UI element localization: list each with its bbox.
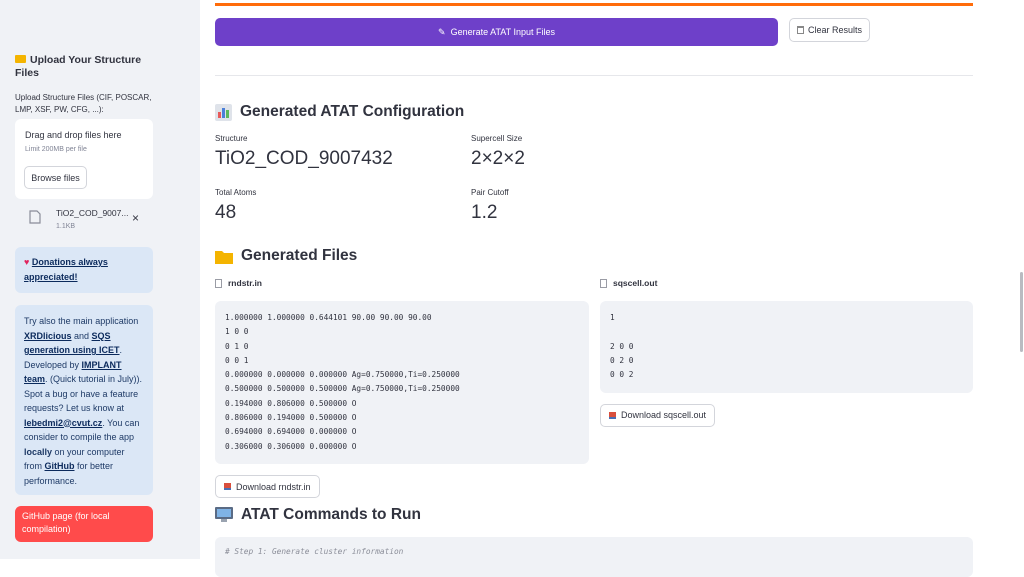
browse-button[interactable]: Browse files bbox=[24, 166, 87, 189]
download-text: Download rndstr.in bbox=[236, 481, 311, 492]
code-line: 0 0 1 bbox=[225, 355, 249, 365]
metric-label: Structure bbox=[215, 134, 248, 143]
info-box: Try also the main application XRDlicious… bbox=[15, 305, 153, 495]
progress-bar bbox=[215, 3, 973, 6]
file-name: rndstr.in bbox=[228, 278, 263, 288]
info-bold: locally bbox=[24, 446, 53, 457]
download-button[interactable]: Download rndstr.in bbox=[215, 475, 320, 498]
info-text: for better performance. bbox=[24, 461, 114, 486]
file-name: sqscell.out bbox=[613, 278, 658, 288]
sidebar: Upload Your Structure Files Upload Struc… bbox=[0, 0, 200, 559]
info-text: and bbox=[71, 330, 92, 341]
generate-button[interactable]: ✎ Generate ATAT Input Files bbox=[215, 18, 778, 46]
info-link[interactable]: GitHub bbox=[44, 461, 75, 471]
file-icon bbox=[29, 210, 41, 224]
code-line: 0.194000 0.806000 0.500000 O bbox=[225, 398, 357, 408]
download-icon bbox=[224, 483, 231, 490]
file-icon bbox=[600, 278, 607, 288]
clear-button[interactable]: Clear Results bbox=[789, 18, 870, 42]
metric-label: Supercell Size bbox=[471, 134, 523, 143]
divider bbox=[215, 75, 973, 76]
commands-heading: ATAT Commands to Run bbox=[215, 506, 421, 524]
download-text: Download sqscell.out bbox=[621, 410, 707, 420]
code-line: 1 bbox=[610, 313, 615, 322]
clear-button-text: Clear Results bbox=[807, 25, 863, 35]
info-link[interactable]: lebedmi2@cvut.cz bbox=[24, 417, 103, 428]
code-line: 1.000000 1.000000 0.644101 90.00 90.00 9… bbox=[225, 313, 432, 322]
scrollbar bbox=[1020, 272, 1023, 352]
code-line: 0.694000 0.694000 0.000000 O bbox=[225, 427, 357, 437]
download-button[interactable]: Download sqscell.out bbox=[600, 403, 716, 427]
info-text: on your computer from bbox=[24, 446, 125, 472]
dropzone[interactable]: Drag and drop files here Limit 200MB per… bbox=[15, 119, 153, 199]
info-link[interactable]: SQS generation using ICET bbox=[24, 330, 120, 356]
upload-heading: Upload Your Structure Files bbox=[15, 54, 165, 80]
code-line: 0.500000 0.500000 0.500000 Ag=0.750000,T… bbox=[225, 384, 460, 394]
donation-link[interactable]: Donations always appreciated! bbox=[24, 257, 108, 282]
upload-heading-text: Upload Your Structure Files bbox=[15, 54, 142, 79]
metric-label: Total Atoms bbox=[215, 188, 257, 197]
github-button[interactable]: GitHub page (for local compilation) bbox=[15, 506, 153, 542]
metric-label: Pair Cutoff bbox=[471, 188, 509, 197]
file-size: 1.1KB bbox=[56, 223, 76, 230]
info-text: . You can consider to compile the app bbox=[24, 417, 140, 443]
file-label: sqscell.out bbox=[600, 278, 657, 288]
code-line: 0 2 0 bbox=[610, 355, 634, 365]
metric-value: 48 bbox=[215, 202, 237, 223]
file-icon bbox=[215, 278, 222, 288]
code-line: 0 0 2 bbox=[610, 370, 634, 380]
remove-file[interactable]: × bbox=[132, 211, 140, 225]
metric-value: TiO2_COD_9007432 bbox=[215, 148, 393, 169]
config-heading-text: Generated ATAT Configuration bbox=[240, 103, 465, 120]
upload-label: Upload Structure Files (CIF, POSCAR, LMP… bbox=[15, 93, 152, 114]
info-link[interactable]: IMPLANT team bbox=[24, 359, 122, 385]
metric-value: 2×2×2 bbox=[471, 148, 525, 169]
generate-button-text: Generate ATAT Input Files bbox=[450, 27, 555, 37]
code-line: 2 0 0 bbox=[610, 341, 634, 351]
file-label: rndstr.in bbox=[215, 278, 262, 288]
info-text: Try also the main application bbox=[24, 316, 139, 326]
file-name: TiO2_COD_9007... bbox=[56, 208, 129, 218]
metric-value: 1.2 bbox=[471, 202, 498, 223]
code-line: 0.000000 0.000000 0.000000 Ag=0.750000,T… bbox=[225, 370, 460, 380]
files-heading: Generated Files bbox=[215, 247, 357, 265]
code-line: 0.306000 0.306000 0.000000 O bbox=[225, 441, 357, 451]
info-text: . Developed by bbox=[24, 345, 123, 370]
monitor-icon bbox=[215, 507, 233, 522]
folder-icon bbox=[215, 250, 233, 264]
commands-heading-text: ATAT Commands to Run bbox=[241, 506, 421, 523]
info-link[interactable]: XRDlicious bbox=[24, 330, 72, 341]
code-line: 1 0 0 bbox=[225, 327, 249, 337]
commands-code: # Step 1: Generate cluster information bbox=[215, 537, 973, 577]
dropzone-title: Drag and drop files here bbox=[25, 130, 122, 140]
files-heading-text: Generated Files bbox=[241, 247, 358, 264]
command-line: # Step 1: Generate cluster information bbox=[225, 547, 404, 556]
code-line: 0 1 0 bbox=[225, 341, 249, 351]
config-heading: Generated ATAT Configuration bbox=[215, 103, 464, 121]
donation-box: ♥ Donations always appreciated! bbox=[15, 247, 153, 293]
chart-icon bbox=[215, 103, 232, 121]
dropzone-limit: Limit 200MB per file bbox=[25, 146, 87, 153]
info-text: . (Quick tutorial in July)). Spot a bug … bbox=[24, 374, 143, 413]
code-line: 0.806000 0.194000 0.500000 O bbox=[225, 413, 357, 423]
code-block: 1.000000 1.000000 0.644101 90.00 90.00 9… bbox=[215, 301, 589, 464]
code-block: 1 2 0 0 0 2 0 0 0 2 bbox=[600, 301, 973, 393]
download-icon bbox=[609, 411, 616, 419]
